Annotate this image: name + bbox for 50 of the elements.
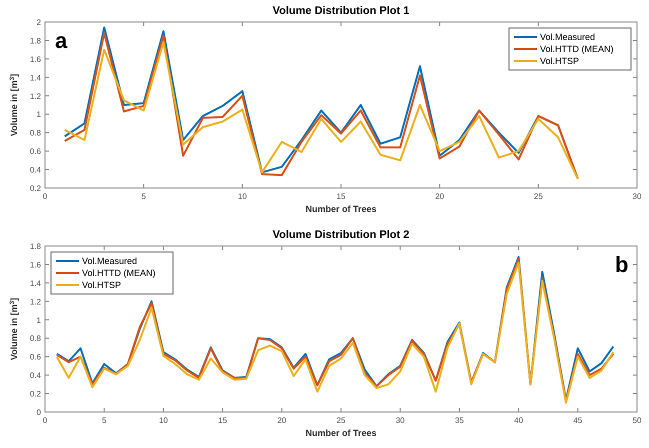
x-tick-label: 50 xyxy=(632,416,642,425)
x-tick-label: 15 xyxy=(218,416,228,425)
y-tick-label: 0.8 xyxy=(30,334,42,344)
y-tick-label: 2 xyxy=(36,18,42,27)
y-tick-label: 0.8 xyxy=(30,128,42,138)
annotation: a xyxy=(55,28,68,53)
x-tick-label: 20 xyxy=(435,192,445,201)
x-tick-label: 25 xyxy=(534,192,544,201)
x-tick-label: 30 xyxy=(396,416,406,425)
y-tick-label: 0.4 xyxy=(30,166,42,175)
y-tick-label: 1.6 xyxy=(30,260,42,270)
legend-label: Vol.Measured xyxy=(82,256,138,266)
annotation: b xyxy=(615,252,628,277)
y-tick-label: 1.2 xyxy=(30,92,42,101)
x-tick-label: 35 xyxy=(454,416,464,425)
x-tick-label: 20 xyxy=(277,416,287,425)
y-tick-label: 1.8 xyxy=(30,242,42,251)
x-tick-label: 40 xyxy=(514,416,524,425)
x-axis-title: Number of Trees xyxy=(305,428,377,438)
y-tick-label: 0.6 xyxy=(30,352,42,362)
y-tick-label: 0.2 xyxy=(30,390,42,399)
x-tick-label: 15 xyxy=(336,192,346,201)
y-tick-label: 0.4 xyxy=(30,371,42,380)
legend-label: Vol.Measured xyxy=(540,32,596,42)
chart-title: Volume Distribution Plot 1 xyxy=(272,5,410,17)
x-axis-title: Number of Trees xyxy=(305,204,377,214)
chart-title: Volume Distribution Plot 2 xyxy=(272,229,410,241)
x-tick-label: 5 xyxy=(102,416,107,425)
y-tick-label: 1.4 xyxy=(30,73,42,82)
legend-label: Vol.HTSP xyxy=(82,280,122,290)
y-tick-label: 1 xyxy=(36,110,42,120)
x-tick-label: 0 xyxy=(42,416,48,425)
legend-label: Vol.HTTD (MEAN) xyxy=(82,268,156,278)
legend-label: Vol.HTTD (MEAN) xyxy=(540,44,614,54)
y-tick-label: 1.2 xyxy=(30,297,42,306)
x-tick-label: 25 xyxy=(336,416,346,425)
y-tick-label: 0 xyxy=(36,408,42,417)
legend-label: Vol.HTSP xyxy=(540,56,580,66)
x-tick-label: 10 xyxy=(238,192,248,201)
y-tick-label: 1.8 xyxy=(30,36,42,46)
x-tick-label: 30 xyxy=(632,192,642,201)
x-tick-label: 45 xyxy=(573,416,583,425)
y-tick-label: 1.6 xyxy=(30,54,42,64)
y-tick-label: 1 xyxy=(36,316,42,325)
y-tick-label: 0.2 xyxy=(30,184,42,193)
y-tick-label: 1.4 xyxy=(30,278,42,288)
x-tick-label: 10 xyxy=(158,416,168,425)
x-tick-label: 0 xyxy=(42,192,48,201)
x-tick-label: 5 xyxy=(141,192,146,201)
y-tick-label: 0.6 xyxy=(30,147,42,156)
